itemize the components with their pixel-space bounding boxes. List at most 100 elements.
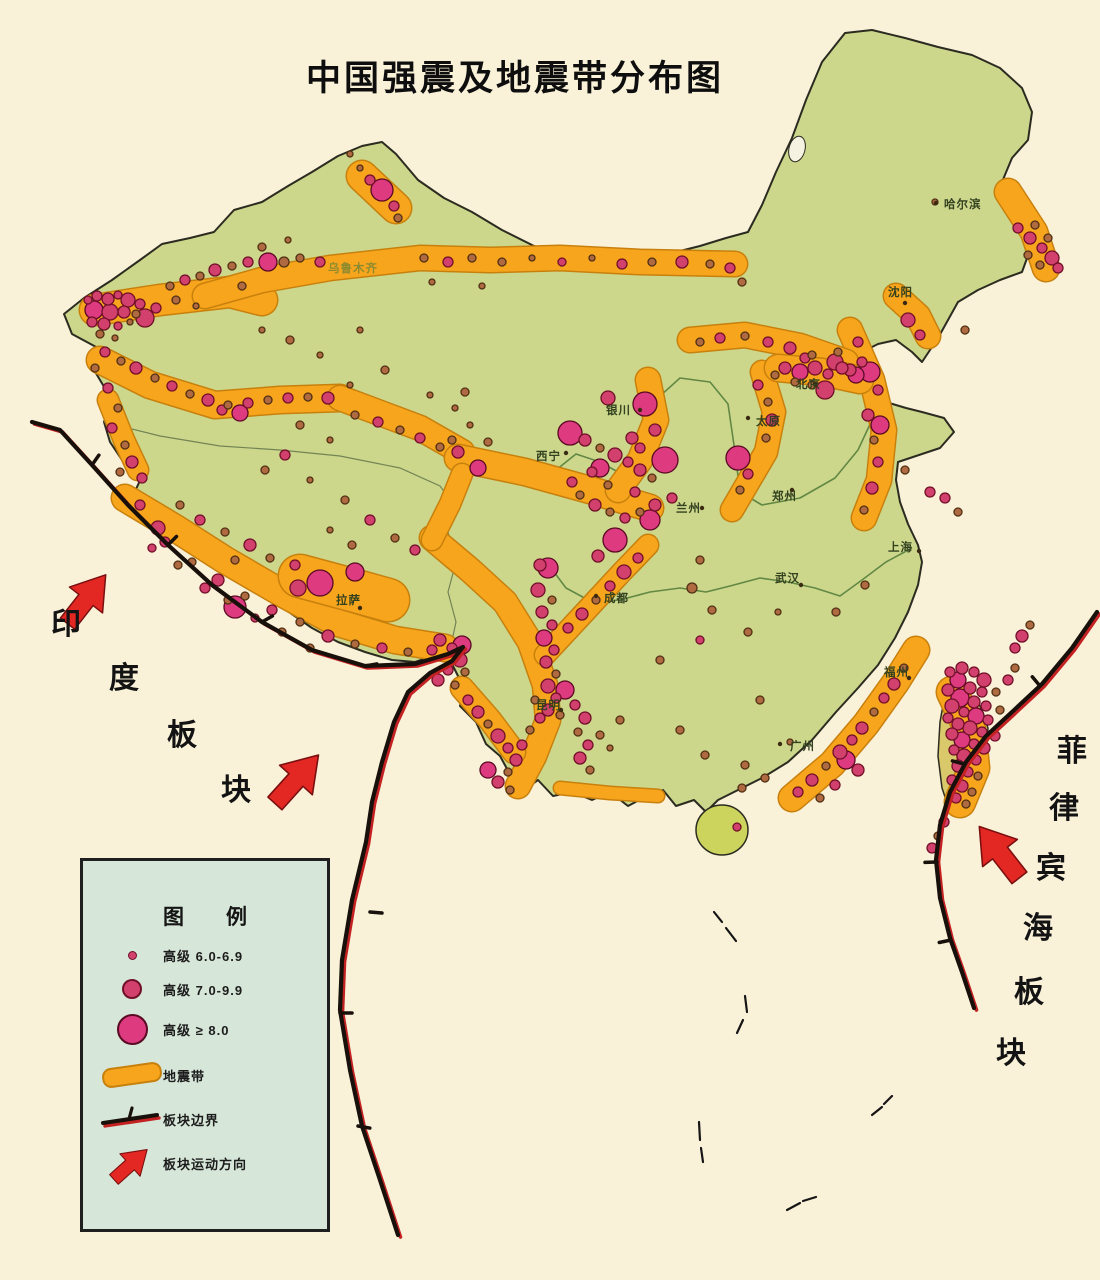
earthquake-epicenter [279, 449, 291, 461]
earthquake-epicenter [134, 499, 146, 511]
city-dot [637, 407, 643, 413]
earthquake-epicenter [90, 363, 100, 373]
earthquake-epicenter [600, 390, 616, 406]
earthquake-epicenter [258, 326, 266, 334]
earthquake-epicenter [150, 302, 162, 314]
earthquake-epicenter [447, 435, 457, 445]
earthquake-epicenter [364, 174, 376, 186]
city-dot [812, 381, 818, 387]
earthquake-epicenter [632, 391, 658, 417]
dash-segment [882, 1094, 894, 1106]
earthquake-epicenter [199, 582, 211, 594]
earthquake-epicenter [707, 605, 717, 615]
earthquake-epicenter [83, 295, 93, 305]
earthquake-epicenter [666, 492, 678, 504]
earthquake-epicenter [409, 544, 421, 556]
earthquake-epicenter [724, 262, 736, 274]
earthquake-epicenter [774, 608, 782, 616]
earthquake-epicenter [1043, 233, 1053, 243]
earthquake-epicenter [340, 495, 350, 505]
earthquake-epicenter [625, 431, 639, 445]
plate-label-char: 块 [221, 774, 251, 807]
earthquake-epicenter [86, 316, 98, 328]
ryukyu-philippine-boundary [933, 609, 1100, 1011]
earthquake-epicenter [284, 236, 292, 244]
city-dot [357, 605, 363, 611]
earthquake-epicenter [695, 635, 705, 645]
earthquake-epicenter [1035, 260, 1045, 270]
earthquake-epicenter [192, 302, 200, 310]
earthquake-epicenter [466, 421, 474, 429]
city-dot [933, 200, 939, 206]
earthquake-epicenter [166, 380, 178, 392]
earthquake-epicenter [490, 728, 506, 744]
earthquake-epicenter [185, 389, 195, 399]
earthquake-epicenter [639, 509, 661, 531]
earthquake-epicenter [350, 639, 360, 649]
earthquake-epicenter [540, 678, 556, 694]
dash-segment [801, 1195, 818, 1203]
earthquake-epicenter [265, 553, 275, 563]
dash-segment [724, 926, 738, 943]
legend-box: 图 例 高级 6.0-6.9 高级 7.0-9.9 高级 ≥ 8.0 地震带 板… [80, 858, 330, 1232]
earthquake-epicenter [390, 533, 400, 543]
earthquake-epicenter [346, 381, 354, 389]
earthquake-epicenter [403, 647, 413, 657]
earthquake-epicenter [635, 507, 645, 517]
earthquake-epicenter [231, 404, 249, 422]
plate-motion-arrow [59, 574, 107, 630]
city-label: 乌鲁木齐 [328, 261, 378, 275]
legend-row-m7: 高级 7.0-9.9 [101, 971, 315, 1007]
earthquake-epicenter [1023, 231, 1037, 245]
legend-label: 高级 7.0-9.9 [163, 982, 244, 998]
earthquake-epicenter [548, 644, 560, 656]
earthquake-epicenter [530, 695, 540, 705]
city-dot [593, 593, 599, 599]
plate-label-char: 海 [1023, 912, 1053, 945]
earthquake-epicenter [120, 292, 136, 308]
earthquake-epicenter [765, 413, 779, 427]
plate-label-char: 印 [51, 608, 81, 641]
earthquake-epicenter [126, 318, 134, 326]
earthquake-epicenter [1030, 220, 1040, 230]
earthquake-epicenter [460, 387, 470, 397]
earthquake-epicenter [295, 253, 305, 263]
earthquake-epicenter [1002, 674, 1014, 686]
earthquake-epicenter [115, 467, 125, 477]
province-line [103, 421, 453, 503]
earthquake-epicenter [573, 751, 587, 765]
lake [788, 135, 806, 163]
earthquake-epicenter [237, 281, 247, 291]
earthquake-epicenter [629, 486, 641, 498]
earthquake-epicenter [585, 765, 595, 775]
earthquake-epicenter [833, 347, 843, 357]
himalaya-sunda-boundary [29, 419, 466, 1238]
legend-label: 板块边界 [163, 1112, 220, 1128]
earthquake-epicenter [835, 361, 849, 375]
earthquake-epicenter [615, 715, 625, 725]
city-label: 上海 [888, 540, 913, 554]
earthquake-epicenter [899, 663, 909, 673]
earthquake-epicenter [478, 282, 486, 290]
earthquake-epicenter [762, 336, 774, 348]
earthquake-epicenter [705, 259, 715, 269]
earthquake-epicenter [647, 257, 657, 267]
earthquake-epicenter [948, 744, 960, 756]
earthquake-epicenter [951, 717, 965, 731]
subduction-tooth [363, 662, 379, 668]
city-label: 兰州 [676, 501, 701, 515]
earthquake-epicenter [831, 607, 841, 617]
earthquake-epicenter [575, 490, 585, 500]
boundary-swatch-tooth [127, 1106, 134, 1121]
earthquake-epicenter [555, 710, 565, 720]
city-label: 西宁 [536, 449, 561, 463]
earthquake-epicenter [632, 552, 644, 564]
earthquake-epicenter [194, 514, 206, 526]
earthquake-epicenter [497, 257, 507, 267]
city-label: 北京 [796, 377, 821, 391]
earthquake-epicenter [634, 442, 646, 454]
earthquake-epicenter [941, 683, 955, 697]
